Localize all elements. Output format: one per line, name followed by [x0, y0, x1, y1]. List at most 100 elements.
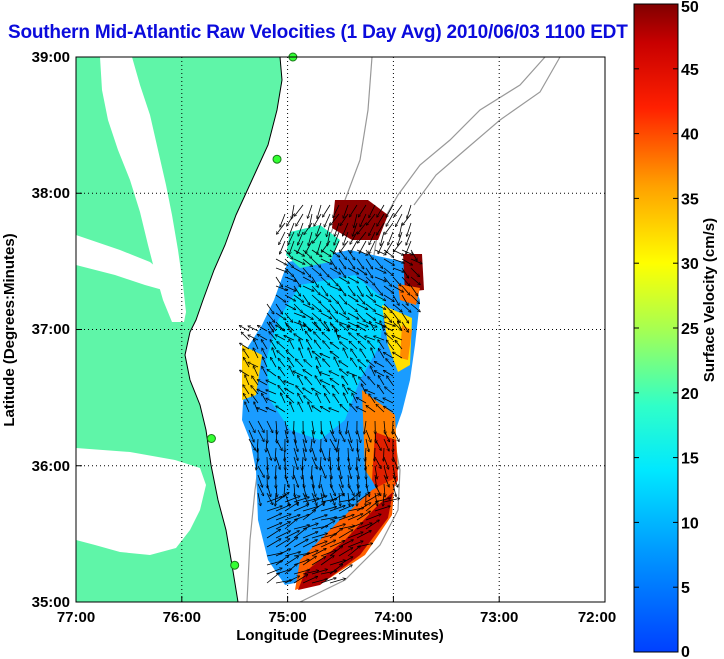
velocity-arrow [257, 420, 264, 432]
velocity-arrow [312, 406, 322, 413]
y-tick-label: 39:00 [32, 49, 70, 66]
velocity-arrow [356, 407, 367, 413]
velocity-arrow [347, 541, 363, 548]
velocity-arrow [308, 231, 313, 245]
velocity-arrow [329, 579, 345, 584]
x-tick-label: 73:00 [480, 609, 518, 626]
velocity-arrow [347, 492, 360, 503]
velocity-arrow [365, 447, 366, 461]
velocity-arrow [374, 438, 381, 450]
velocity-arrow [254, 402, 259, 413]
velocity-arrow [302, 429, 306, 443]
velocity-arrow [374, 465, 377, 479]
velocity-arrow [257, 325, 268, 332]
velocity-arrow [311, 267, 321, 276]
velocity-arrow [302, 294, 310, 305]
velocity-arrow [347, 276, 359, 283]
velocity-arrow [302, 483, 306, 497]
velocity-arrow [329, 303, 338, 313]
velocity-arrow [284, 474, 289, 487]
velocity-arrow [365, 494, 380, 503]
velocity-arrow [245, 375, 250, 386]
axis-tick-marks [75, 56, 606, 603]
velocity-arrow [346, 420, 349, 434]
velocity-arrow [374, 398, 385, 404]
velocity-arrow [350, 404, 358, 413]
velocity-arrow [370, 366, 376, 377]
velocity-arrow [365, 429, 371, 442]
velocity-arrow [329, 474, 332, 488]
velocity-arrow [410, 258, 422, 264]
velocity-arrow [394, 204, 403, 217]
velocity-arrow [311, 420, 314, 434]
velocity-arrow [311, 541, 327, 548]
velocity-arrow [334, 357, 340, 368]
velocity-arrow [257, 380, 268, 386]
velocity-arrow [356, 267, 367, 275]
velocity-arrow [356, 398, 367, 404]
velocity-arrow [333, 394, 340, 404]
velocity-arrow [298, 375, 304, 386]
velocity-arrow [311, 438, 312, 452]
velocity-arrow [338, 267, 346, 278]
velocity-arrow [320, 550, 336, 557]
colorbar-tick-label: 15 [681, 451, 699, 468]
velocity-arrow [302, 498, 319, 503]
velocity-arrow [304, 396, 313, 404]
velocity-arrow [275, 335, 286, 341]
velocity-arrow [399, 222, 403, 237]
velocity-arrow [338, 285, 346, 296]
velocity-arrow [374, 447, 375, 461]
velocity-arrow [320, 303, 330, 312]
velocity-arrow [286, 395, 295, 404]
velocity-arrow [298, 231, 304, 245]
velocity-arrow [276, 420, 277, 434]
velocity-arrow [271, 357, 277, 368]
velocity-arrow [278, 358, 286, 368]
velocity-arrow [383, 326, 394, 332]
velocity-arrow [329, 429, 336, 442]
velocity-arrow [383, 474, 389, 487]
bay-inlet [76, 235, 172, 292]
velocity-arrow [315, 376, 322, 386]
colorbar-tick-label: 20 [681, 386, 699, 403]
velocity-arrow [284, 294, 295, 301]
velocity-arrow [295, 359, 304, 368]
velocity-arrow [356, 303, 368, 310]
velocity-arrow [342, 376, 349, 386]
velocity-arrow [275, 492, 276, 506]
velocity-arrow [380, 231, 385, 246]
velocity-arrow [311, 569, 327, 575]
velocity-arrow [398, 321, 403, 332]
velocity-arrow [338, 258, 346, 269]
velocity-arrow [284, 519, 297, 530]
velocity-arrow [311, 429, 314, 443]
velocity-arrow [320, 483, 324, 497]
velocity-arrow [308, 204, 313, 218]
x-tick-label: 74:00 [374, 609, 412, 626]
velocity-arrow [384, 370, 394, 377]
velocity-arrow [378, 349, 385, 359]
velocity-arrow [320, 517, 337, 521]
velocity-arrow [354, 213, 358, 228]
velocity-arrow [370, 321, 376, 332]
velocity-arrow [386, 240, 394, 253]
velocity-arrow [353, 375, 358, 386]
velocity-arrow [311, 557, 326, 566]
velocity-arrow [374, 267, 386, 273]
velocity-arrow [395, 340, 403, 350]
velocity-arrow [320, 258, 332, 264]
velocity-arrow [365, 520, 379, 530]
velocity-arrow [284, 285, 296, 291]
velocity-arrow [330, 213, 340, 225]
velocity-arrow [329, 258, 337, 269]
velocity-arrow [320, 380, 331, 386]
velocity-arrow [275, 276, 283, 287]
velocity-arrow [275, 539, 290, 548]
velocity-arrow [329, 420, 333, 434]
velocity-arrow [374, 294, 386, 301]
velocity-arrow [340, 369, 349, 377]
velocity-arrow [289, 366, 295, 377]
velocity-arrow [324, 394, 331, 404]
x-axis-label: Longitude (Degrees:Minutes) [236, 627, 444, 644]
